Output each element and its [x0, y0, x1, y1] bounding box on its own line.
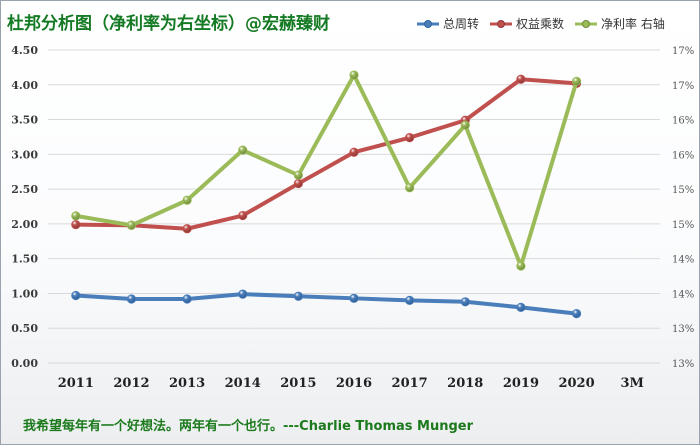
y-left-tick-label: 0.50 [11, 322, 38, 335]
x-tick-label: 2020 [558, 376, 594, 391]
x-tick-label: 2016 [336, 376, 372, 391]
y-right-tick-label: 17% [672, 81, 694, 92]
data-point-asset-turnover [460, 297, 470, 307]
legend-item-net-margin: 净利率 右轴 [574, 15, 665, 32]
data-point-equity-multiplier [71, 219, 81, 230]
x-tick-label: 2011 [58, 376, 94, 391]
y-left-tick-label: 0.00 [11, 357, 38, 370]
y-right-tick-label: 14% [672, 289, 694, 300]
data-point-asset-turnover [349, 293, 359, 303]
data-point-net-margin [126, 220, 137, 230]
data-point-net-margin [460, 120, 470, 130]
data-point-asset-turnover [238, 289, 248, 299]
data-point-asset-turnover [516, 302, 526, 312]
series-line-net-margin [73, 73, 579, 268]
data-point-net-margin [405, 183, 415, 193]
x-tick-label: 2019 [503, 376, 539, 391]
x-tick-label: 2018 [447, 376, 483, 391]
y-left-tick-label: 4.00 [11, 79, 38, 92]
y-right-tick-label: 13% [672, 359, 694, 370]
legend-marker-asset-turnover [417, 19, 439, 28]
data-point-equity-multiplier [182, 224, 192, 234]
data-point-equity-multiplier [238, 210, 248, 221]
data-point-asset-turnover [71, 290, 81, 301]
data-point-asset-turnover [182, 294, 192, 304]
x-tick-label: 2013 [169, 376, 205, 391]
y-right-tick-label: 13% [672, 324, 694, 335]
legend-label-equity-multiplier: 权益乘数 [516, 17, 565, 31]
data-point-asset-turnover [126, 294, 137, 304]
y-left-tick-label: 4.50 [11, 44, 38, 57]
legend: 总周转 权益乘数 净利率 右轴 [416, 15, 665, 32]
data-point-net-margin [182, 195, 192, 205]
data-point-net-margin [571, 76, 582, 86]
y-left-tick-label: 1.00 [11, 287, 38, 300]
y-left-tick-label: 1.50 [11, 253, 38, 266]
data-point-equity-multiplier [293, 178, 303, 189]
data-point-net-margin [516, 261, 526, 271]
y-left-tick-label: 3.50 [11, 114, 38, 127]
legend-item-asset-turnover: 总周转 [416, 15, 479, 32]
data-point-net-margin [349, 70, 359, 80]
y-right-tick-label: 17% [672, 46, 694, 57]
data-point-net-margin [293, 170, 303, 180]
chart-title: 杜邦分析图（净利率为右坐标）@宏赫臻财 [7, 14, 330, 34]
x-tick-label: 2017 [392, 376, 428, 391]
y-right-tick-label: 15% [672, 220, 694, 231]
x-tick-label: 2014 [225, 376, 261, 391]
legend-marker-equity-multiplier [490, 19, 513, 28]
legend-marker-net-margin [575, 19, 598, 28]
data-point-equity-multiplier [405, 133, 415, 143]
data-point-equity-multiplier [516, 74, 526, 84]
legend-item-equity-multiplier: 权益乘数 [489, 15, 564, 32]
y-right-tick-label: 15% [672, 185, 694, 196]
data-point-net-margin [238, 145, 248, 155]
data-point-asset-turnover [405, 295, 415, 305]
legend-label-net-margin: 净利率 右轴 [601, 17, 665, 31]
legend-label-asset-turnover: 总周转 [443, 17, 480, 31]
y-right-tick-label: 16% [672, 150, 694, 161]
x-tick-label: 2015 [280, 376, 316, 391]
data-point-net-margin [71, 211, 81, 221]
y-right-tick-label: 14% [672, 255, 694, 266]
series-line-equity-multiplier [73, 77, 579, 231]
data-point-asset-turnover [571, 309, 582, 319]
x-tick-label: 2012 [113, 376, 149, 391]
y-left-tick-label: 2.00 [11, 218, 38, 231]
y-left-tick-label: 3.00 [11, 148, 38, 161]
x-tick-label: 3M [620, 376, 643, 391]
data-point-asset-turnover [293, 291, 303, 301]
series-line-asset-turnover [73, 292, 579, 316]
y-left-tick-label: 2.50 [11, 183, 38, 196]
footer-quote: 我希望每年有一个好想法。两年有一个也行。---Charlie Thomas Mu… [23, 419, 474, 434]
data-point-equity-multiplier [349, 147, 359, 157]
y-right-tick-label: 16% [672, 116, 694, 127]
